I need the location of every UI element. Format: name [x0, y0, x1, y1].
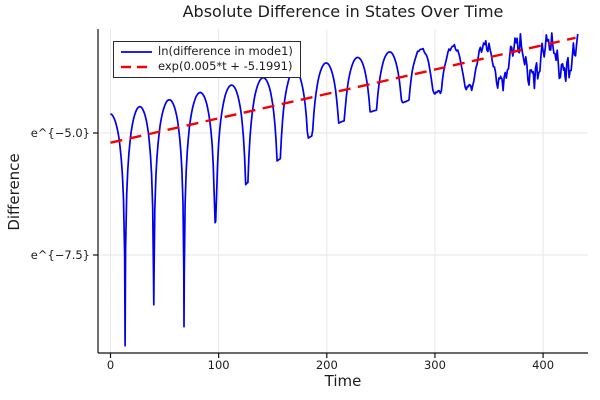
- legend-item-0: ln(difference in mode1): [120, 44, 293, 59]
- x-tick-label: 0: [107, 358, 114, 372]
- y-tick-label: e^{−7.5}: [31, 248, 90, 262]
- solid-line-icon: [121, 51, 152, 53]
- x-tick-label: 300: [424, 358, 446, 372]
- series-ln-difference: [110, 32, 579, 347]
- chart-title: Absolute Difference in States Over Time: [182, 2, 504, 21]
- x-tick-label: 200: [316, 358, 338, 372]
- x-tick-label: 100: [208, 358, 230, 372]
- legend-label: ln(difference in mode1): [158, 44, 293, 58]
- x-axis-label: Time: [324, 372, 362, 390]
- y-tick-label: e^{−5.0}: [31, 126, 90, 140]
- legend-label: exp(0.005*t + -5.1991): [158, 59, 293, 73]
- legend: ln(difference in mode1) exp(0.005*t + -5.…: [113, 41, 301, 78]
- legend-item-1: exp(0.005*t + -5.1991): [120, 59, 293, 74]
- dashed-line-icon: [121, 65, 152, 69]
- series-exp-fit: [110, 36, 576, 144]
- x-tick-label: 400: [532, 358, 554, 372]
